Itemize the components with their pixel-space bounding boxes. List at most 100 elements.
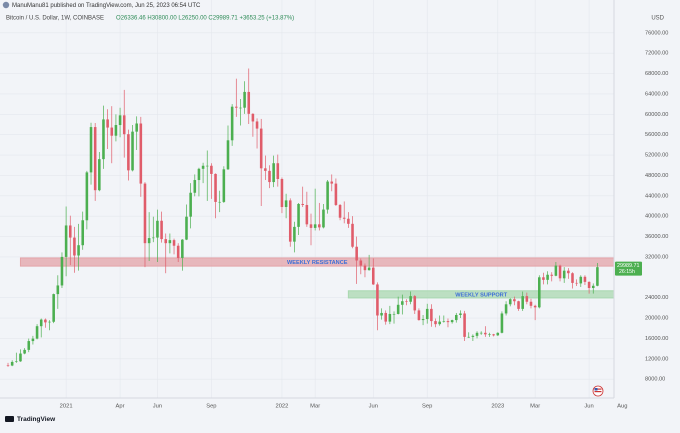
candle-body (392, 313, 396, 315)
y-tick-label: 48000.00 (645, 173, 668, 179)
candle-body (172, 240, 176, 246)
candle-body (309, 224, 313, 228)
candle-body (450, 320, 454, 323)
y-tick-label: 76000.00 (645, 30, 668, 36)
candle-body (517, 301, 520, 309)
candle-body (367, 267, 371, 271)
candle-body (114, 125, 118, 136)
candle-body (575, 282, 578, 284)
symbol-title: Bitcoin / U.S. Dollar, 1W, COINBASE (6, 16, 104, 22)
candle-body (388, 313, 392, 322)
candle-body (276, 163, 280, 180)
candle-body (471, 335, 475, 337)
y-tick-label: 56000.00 (645, 132, 668, 138)
candle-body (243, 91, 246, 108)
y-tick-label: 8000.00 (645, 377, 665, 383)
candle-body (259, 128, 263, 169)
candle-body (52, 294, 55, 322)
candle-body (529, 301, 533, 306)
candle-body (413, 296, 417, 311)
candle-body (371, 267, 375, 285)
candle-body (546, 274, 549, 280)
candle-body (380, 312, 383, 316)
candle-body (102, 119, 105, 160)
candle-body (193, 180, 197, 193)
candle-body (143, 183, 147, 244)
candle-body (318, 224, 321, 228)
candle-body (160, 220, 163, 240)
candle-body (301, 203, 304, 205)
candle-body (500, 313, 504, 333)
candle-body (305, 204, 309, 225)
candle-body (322, 209, 325, 228)
candle-body (226, 140, 230, 170)
y-tick-label: 36000.00 (645, 234, 668, 240)
candle-body (27, 341, 31, 350)
x-tick-label: Sep (422, 404, 432, 410)
candle-body (6, 364, 10, 366)
candle-body (434, 321, 437, 325)
candle-body (463, 313, 466, 337)
y-tick-label: 16000.00 (645, 336, 668, 342)
candle-body (156, 220, 159, 238)
candle-body (35, 326, 39, 339)
candle-body (264, 168, 267, 171)
candle-body (326, 181, 329, 210)
ohlc-text: O26336.46 H30800.00 L26250.00 C29989.71 … (116, 16, 294, 22)
candle-body (562, 270, 566, 279)
candle-body (334, 183, 338, 205)
candle-body (479, 332, 483, 334)
candle-body (230, 106, 234, 141)
candle-body (288, 200, 292, 242)
candle-body (351, 223, 354, 247)
candle-body (181, 239, 184, 258)
candle-body (442, 321, 446, 322)
candle-body (504, 304, 508, 314)
price-tag-label: 29989.71 (617, 263, 639, 269)
candle-body (579, 276, 583, 284)
candle-body (64, 225, 68, 257)
candle-body (31, 338, 35, 342)
candle-body (293, 226, 296, 242)
candle-body (151, 237, 155, 239)
zone-label: WEEKLY RESISTANCE (287, 260, 348, 266)
candle-body (359, 260, 363, 266)
candle-body (48, 321, 51, 323)
y-tick-label: 44000.00 (645, 193, 668, 199)
candle-body (401, 301, 404, 305)
candle-body (73, 237, 76, 256)
candles (6, 68, 599, 367)
candle-body (60, 256, 64, 286)
y-tick-label: 20000.00 (645, 316, 668, 322)
candle-body (268, 170, 271, 183)
candle-body (533, 305, 537, 308)
candle-body (44, 319, 47, 323)
y-tick-label: 12000.00 (645, 356, 668, 362)
candle-body (110, 127, 114, 136)
x-tick-label: Mar (530, 404, 540, 410)
candle-body (342, 217, 346, 219)
candle-body (68, 225, 72, 238)
candle-body (567, 270, 570, 274)
candle-body (210, 165, 213, 174)
candle-body (396, 304, 400, 314)
candle-body (235, 106, 238, 108)
x-tick-label: 2023 (491, 404, 504, 410)
candle-body (538, 277, 541, 308)
x-tick-label: Jun (584, 404, 593, 410)
candle-body (591, 285, 595, 288)
x-tick-label: Sep (206, 404, 216, 410)
candle-body (475, 332, 479, 336)
candle-body (355, 246, 358, 261)
candle-body (205, 165, 209, 167)
candle-body (376, 284, 379, 316)
candle-body (93, 127, 97, 191)
candle-body (272, 163, 275, 183)
candle-body (131, 131, 134, 171)
candle-body (409, 296, 412, 302)
candle-body (330, 181, 334, 184)
candle-body (85, 172, 89, 221)
candle-body (459, 313, 462, 315)
avatar (2, 1, 10, 9)
